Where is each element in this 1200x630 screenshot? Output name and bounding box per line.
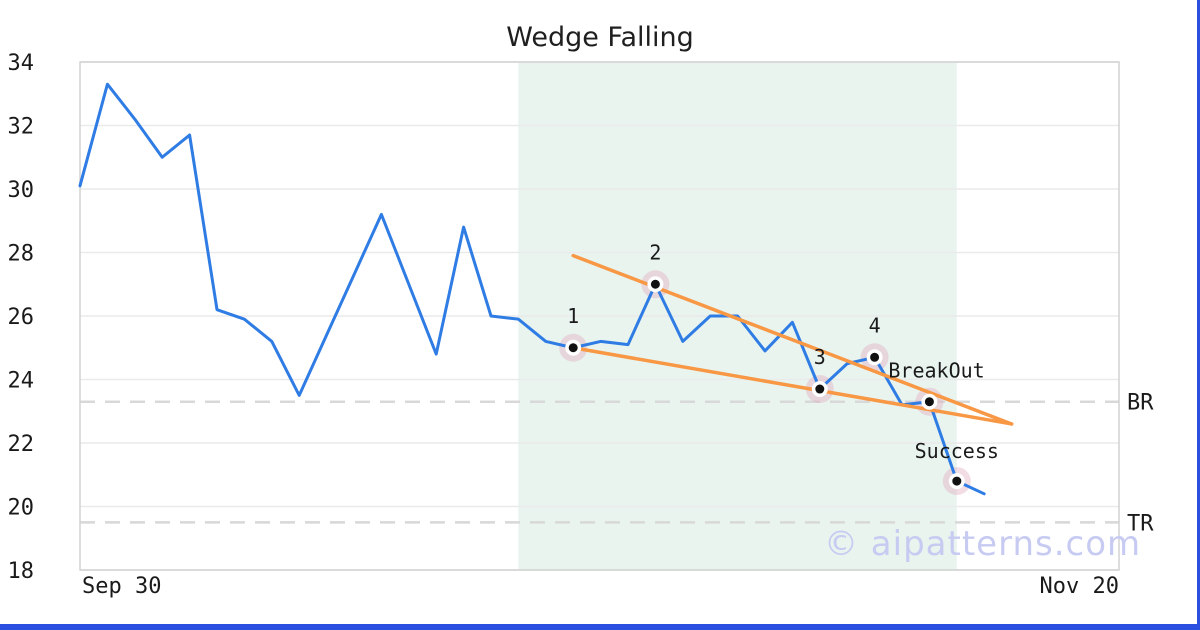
price-line: [78, 82, 986, 496]
y-tick-label-34: 34: [8, 51, 35, 76]
plot-frame: [79, 61, 1120, 571]
chart-title: Wedge Falling: [506, 22, 694, 53]
y-tick-label-20: 20: [8, 496, 35, 521]
footer-accent-bar: [0, 624, 1200, 630]
x-axis-end-label: Nov 20: [1039, 574, 1119, 599]
marker-label-3: 3: [814, 345, 826, 369]
y-tick-label-24: 24: [8, 369, 35, 394]
marker-label-Success: Success: [915, 439, 999, 463]
y-tick-label-18: 18: [8, 559, 35, 584]
y-tick-label-28: 28: [8, 242, 35, 267]
marker-label-4: 4: [869, 313, 881, 337]
marker-label-BreakOut: BreakOut: [888, 359, 984, 383]
marker-dot-BreakOut: [924, 397, 934, 407]
marker-dot-2: [650, 279, 660, 289]
marker-dot-1: [568, 343, 578, 353]
right-edge-accent-line: [1197, 0, 1200, 630]
watermark: © aipatterns.com: [824, 524, 1142, 564]
x-axis-start-label: Sep 30: [82, 574, 162, 599]
y-tick-label-26: 26: [8, 305, 35, 330]
marker-dot-3: [815, 384, 825, 394]
marker-label-1: 1: [567, 304, 579, 328]
lower-trendline: [571, 346, 1014, 426]
y-tick-label-30: 30: [8, 178, 35, 203]
level-label-TR: TR: [1127, 511, 1154, 536]
level-label-BR: BR: [1127, 391, 1154, 416]
marker-dot-Success: [952, 476, 962, 486]
marker-label-2: 2: [649, 240, 661, 264]
marker-dot-4: [870, 352, 880, 362]
y-tick-label-22: 22: [8, 432, 35, 457]
upper-trendline: [571, 253, 1014, 426]
y-tick-label-32: 32: [8, 115, 35, 140]
